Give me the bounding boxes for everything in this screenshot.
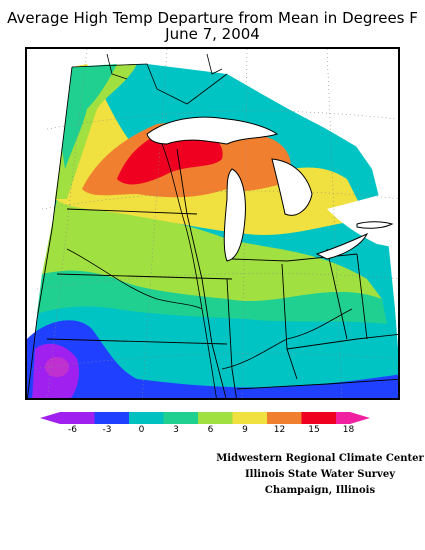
map-canvas bbox=[27, 49, 398, 398]
legend-tick-label: 12 bbox=[273, 425, 286, 435]
legend-swatch-0 bbox=[60, 412, 95, 424]
region-southwest-magenta bbox=[45, 357, 69, 377]
region-northwest-teal bbox=[62, 64, 117, 169]
lake-huron bbox=[271, 158, 313, 216]
state-boundaries bbox=[27, 66, 398, 398]
legend-tick-label: 6 bbox=[207, 425, 214, 435]
lake-michigan bbox=[223, 168, 246, 262]
legend-swatch-7 bbox=[301, 412, 336, 424]
ohio-river bbox=[221, 308, 353, 370]
legend-tick-label: 0 bbox=[138, 425, 145, 435]
legend-swatch-6 bbox=[267, 412, 302, 424]
region-15-18 bbox=[117, 128, 223, 185]
legend-swatch-4 bbox=[198, 412, 233, 424]
lake-superior bbox=[146, 116, 279, 145]
mississippi-river bbox=[161, 143, 217, 398]
color-legend-bar bbox=[40, 412, 370, 424]
legend-tick-label: 15 bbox=[308, 425, 320, 435]
international-border bbox=[71, 53, 228, 105]
legend-tick-label: 9 bbox=[242, 425, 248, 435]
region-east-nodata bbox=[327, 190, 398, 249]
temperature-departure-map bbox=[25, 47, 400, 400]
lake-erie bbox=[315, 232, 369, 260]
lake-ontario bbox=[356, 221, 394, 229]
region-southwest-blue bbox=[27, 320, 398, 398]
legend-swatch-5 bbox=[232, 412, 267, 424]
map-subtitle: June 7, 2004 bbox=[165, 25, 260, 43]
map-title: Average High Temp Departure from Mean in… bbox=[7, 9, 418, 27]
credit-institution: Midwestern Regional Climate Center bbox=[216, 453, 424, 464]
great-lakes bbox=[146, 116, 394, 262]
legend-tick-label: -3 bbox=[102, 425, 112, 435]
legend-tick-label: 18 bbox=[342, 425, 355, 435]
credit-location: Champaign, Illinois bbox=[264, 485, 376, 496]
legend-tick-label: 3 bbox=[173, 425, 179, 435]
rivers bbox=[66, 143, 353, 398]
legend-tick-label: -6 bbox=[68, 425, 77, 435]
legend-swatch-2 bbox=[129, 412, 164, 424]
legend-swatch-1 bbox=[94, 412, 129, 424]
legend-swatch-3 bbox=[163, 412, 198, 424]
credit-survey: Illinois State Water Survey bbox=[244, 469, 396, 480]
legend-swatch-8 bbox=[336, 412, 370, 424]
legend-swatch-0 bbox=[40, 412, 60, 424]
missouri-river bbox=[66, 248, 203, 310]
region-3-6-band bbox=[37, 270, 387, 324]
region-northeast-nodata bbox=[227, 59, 398, 167]
